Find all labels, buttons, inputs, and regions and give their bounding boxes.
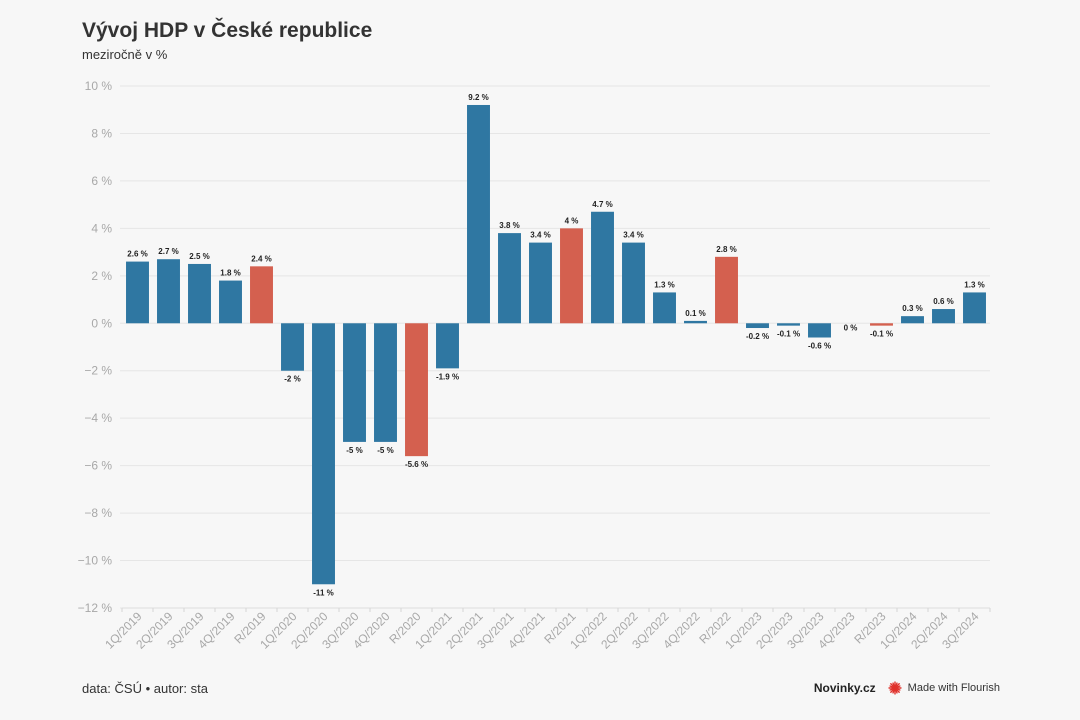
- data-label: 0.6 %: [933, 297, 953, 306]
- data-label: -0.2 %: [746, 332, 769, 341]
- bar: [281, 323, 304, 371]
- data-label: -0.6 %: [808, 342, 831, 351]
- y-tick-label: 0 %: [91, 316, 112, 330]
- novinky-logo[interactable]: Novinky.cz: [813, 681, 876, 695]
- bar: [219, 280, 242, 324]
- data-label: -2 %: [284, 375, 300, 384]
- bar: [870, 323, 893, 326]
- x-axis: 1Q/20192Q/20193Q/20194Q/2019R/20191Q/202…: [102, 607, 991, 652]
- y-tick-label: −8 %: [84, 506, 112, 520]
- bar: [498, 233, 521, 324]
- bar: [374, 323, 397, 442]
- y-tick-label: −6 %: [84, 459, 112, 473]
- y-tick-label: 10 %: [85, 79, 113, 93]
- bar: [746, 323, 769, 329]
- y-tick-label: 4 %: [91, 221, 112, 235]
- chart-subtitle: meziročně v %: [82, 47, 168, 62]
- y-tick-label: 8 %: [91, 126, 112, 140]
- data-label: -11 %: [313, 588, 333, 597]
- gridlines: [120, 85, 990, 609]
- bar: [901, 316, 924, 324]
- bar: [436, 323, 459, 369]
- data-label: 3.4 %: [530, 231, 550, 240]
- data-label: 9.2 %: [468, 93, 488, 102]
- bar: [932, 309, 955, 324]
- data-label: -0.1 %: [777, 330, 800, 339]
- footer-source: data: ČSÚ • autor: sta: [82, 681, 208, 696]
- bar: [405, 323, 428, 457]
- bar: [715, 256, 738, 324]
- bar: [126, 261, 149, 324]
- bar: [529, 242, 552, 324]
- y-axis: 10 % 8 % 6 % 4 % 2 % 0 % −2 % −4 % −6 % −8 % −10 %…: [78, 79, 113, 615]
- chart-title: Vývoj HDP v České republice: [82, 19, 373, 42]
- bar: [591, 211, 614, 324]
- data-label: 1.3 %: [964, 280, 984, 289]
- y-tick-label: −2 %: [84, 364, 112, 378]
- bar: [467, 104, 490, 324]
- data-label: 1.3 %: [654, 280, 674, 289]
- data-label: -1.9 %: [436, 372, 459, 381]
- made-with-flourish-link[interactable]: Made with Flourish: [907, 682, 1000, 694]
- y-tick-label: 6 %: [91, 174, 112, 188]
- data-label: 1.8 %: [220, 269, 240, 278]
- footer-branding: Novinky.cz Made with Flourish: [814, 681, 1000, 695]
- bar: [343, 323, 366, 442]
- data-label: 2.4 %: [251, 254, 271, 263]
- data-label: -0.1 %: [870, 330, 893, 339]
- bar: [808, 323, 831, 338]
- y-tick-label: −4 %: [84, 411, 112, 425]
- bar: [777, 323, 800, 326]
- bar: [157, 259, 180, 324]
- data-label: -5.6 %: [405, 460, 428, 469]
- data-label: 3.8 %: [499, 221, 519, 230]
- data-label: -5 %: [346, 446, 362, 455]
- bar: [653, 292, 676, 324]
- data-label: 0.1 %: [685, 309, 705, 318]
- data-label: -5 %: [377, 446, 393, 455]
- bar: [250, 266, 273, 324]
- bar: [684, 320, 707, 324]
- data-label: 0.3 %: [902, 304, 922, 313]
- y-tick-label: −10 %: [78, 554, 113, 568]
- bars: [126, 104, 986, 585]
- data-label: 0 %: [844, 323, 858, 332]
- data-label: 2.8 %: [716, 245, 736, 254]
- bar: [622, 242, 645, 324]
- bar: [963, 292, 986, 324]
- data-label: 2.5 %: [189, 252, 209, 261]
- data-labels: 2.6 % 2.7 % 2.5 % 1.8 % 2.4 % -2 % -11 % -5 % -5…: [127, 93, 984, 597]
- bar: [560, 228, 583, 324]
- data-label: 3.4 %: [623, 231, 643, 240]
- data-label: 2.6 %: [127, 250, 147, 259]
- y-tick-label: 2 %: [91, 269, 112, 283]
- data-label: 4 %: [565, 216, 579, 225]
- y-tick-label: −12 %: [78, 601, 113, 615]
- data-label: 4.7 %: [592, 200, 612, 209]
- bar: [188, 263, 211, 324]
- flourish-logo-icon: [888, 681, 902, 695]
- bar: [312, 323, 335, 585]
- data-label: 2.7 %: [158, 247, 178, 256]
